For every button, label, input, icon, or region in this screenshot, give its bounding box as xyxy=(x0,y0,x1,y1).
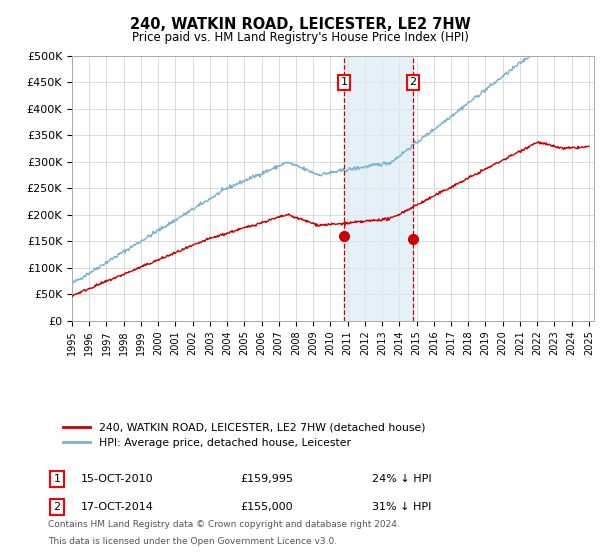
Bar xyxy=(344,56,413,320)
Text: 1: 1 xyxy=(341,77,347,87)
Text: 2: 2 xyxy=(53,502,61,512)
Legend: 240, WATKIN ROAD, LEICESTER, LE2 7HW (detached house), HPI: Average price, detac: 240, WATKIN ROAD, LEICESTER, LE2 7HW (de… xyxy=(59,418,430,452)
Text: 1: 1 xyxy=(53,474,61,484)
Text: 15-OCT-2010: 15-OCT-2010 xyxy=(81,474,154,484)
Text: This data is licensed under the Open Government Licence v3.0.: This data is licensed under the Open Gov… xyxy=(48,537,337,546)
Text: 17-OCT-2014: 17-OCT-2014 xyxy=(81,502,154,512)
Text: £159,995: £159,995 xyxy=(240,474,293,484)
Text: 240, WATKIN ROAD, LEICESTER, LE2 7HW: 240, WATKIN ROAD, LEICESTER, LE2 7HW xyxy=(130,17,470,32)
Text: 2: 2 xyxy=(409,77,416,87)
Text: £155,000: £155,000 xyxy=(240,502,293,512)
Text: Price paid vs. HM Land Registry's House Price Index (HPI): Price paid vs. HM Land Registry's House … xyxy=(131,31,469,44)
Text: 24% ↓ HPI: 24% ↓ HPI xyxy=(372,474,431,484)
Text: 31% ↓ HPI: 31% ↓ HPI xyxy=(372,502,431,512)
Text: Contains HM Land Registry data © Crown copyright and database right 2024.: Contains HM Land Registry data © Crown c… xyxy=(48,520,400,529)
